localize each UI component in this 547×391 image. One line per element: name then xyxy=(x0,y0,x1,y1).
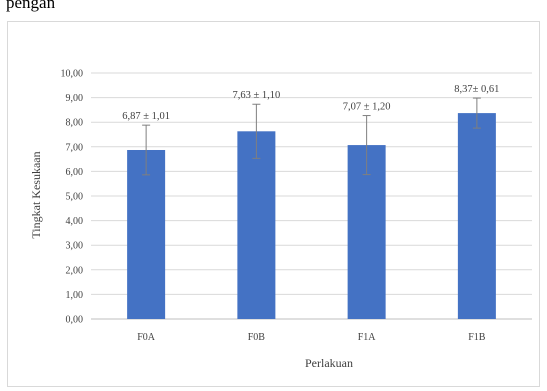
x-tick-label: F1A xyxy=(358,332,377,343)
error-bars xyxy=(142,97,481,176)
x-tick-labels: F0A F0B F1A F1B xyxy=(137,332,486,343)
y-tick-label: 9,00 xyxy=(66,93,84,104)
y-tick-label: 2,00 xyxy=(66,265,84,276)
y-tick-label: 6,00 xyxy=(66,167,84,178)
y-tick-label: 8,00 xyxy=(66,118,84,129)
data-label: 7,63 ± 1,10 xyxy=(232,90,280,101)
data-label: 8,37± 0,61 xyxy=(454,84,499,95)
bar xyxy=(457,113,496,320)
data-label: 7,07 ± 1,20 xyxy=(343,102,391,113)
top-text-fragment: pengan xyxy=(6,0,56,12)
bar xyxy=(127,149,166,319)
x-tick-label: F1B xyxy=(468,332,486,343)
data-label: 6,87 ± 1,01 xyxy=(122,111,170,122)
y-tick-labels: 0,00 1,00 2,00 3,00 4,00 5,00 6,00 7,00 8,00 9,00… xyxy=(61,69,84,326)
x-tick-label: F0B xyxy=(248,332,266,343)
y-tick-label: 4,00 xyxy=(66,216,84,227)
x-tick-label: F0A xyxy=(137,332,156,343)
y-tick-label: 3,00 xyxy=(66,241,84,252)
x-axis-title: Perlakuan xyxy=(305,356,353,370)
y-tick-label: 0,00 xyxy=(66,315,84,326)
y-tick-label: 1,00 xyxy=(66,290,84,301)
y-tick-label: 7,00 xyxy=(66,142,84,153)
y-tick-label: 10,00 xyxy=(61,69,84,80)
bar xyxy=(237,131,276,319)
bars xyxy=(127,113,496,320)
y-axis-title: Tingkat Kesukaan xyxy=(29,151,43,238)
data-labels: 6,87 ± 1,01 7,63 ± 1,10 7,07 ± 1,20 8,37± 0… xyxy=(122,84,499,122)
y-tick-label: 5,00 xyxy=(66,192,84,203)
